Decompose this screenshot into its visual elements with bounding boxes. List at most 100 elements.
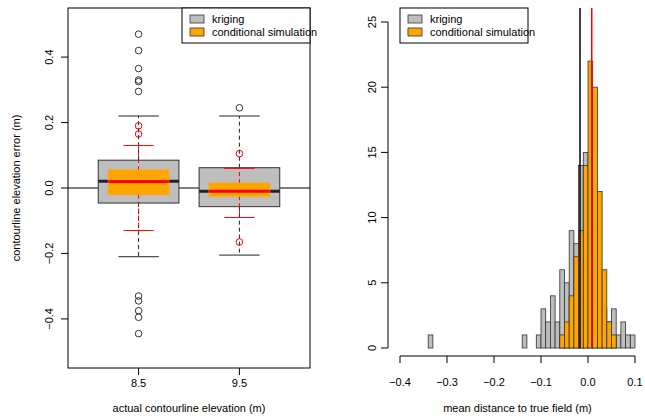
whisker	[138, 195, 139, 231]
bar	[456, 348, 461, 349]
bar	[452, 348, 457, 349]
bar	[485, 348, 490, 349]
y-tick	[381, 22, 388, 23]
mean-line	[591, 8, 593, 348]
y-tick	[381, 217, 388, 218]
bar	[503, 348, 508, 349]
bar	[546, 322, 551, 348]
bar	[414, 348, 419, 349]
bar	[414, 348, 419, 349]
bar	[522, 335, 527, 348]
bar	[489, 348, 494, 349]
y-tick	[61, 318, 68, 319]
bar	[626, 335, 631, 348]
bar	[574, 244, 579, 348]
y-tick-label: 10	[366, 211, 378, 223]
bar	[447, 348, 452, 349]
bar	[560, 270, 565, 348]
x-tick	[541, 356, 542, 363]
whisker-cap	[224, 217, 254, 218]
bar	[536, 348, 541, 349]
bar	[612, 335, 617, 348]
bar	[569, 231, 574, 348]
bar	[555, 348, 560, 349]
box	[199, 168, 280, 207]
y-tick-label: 25	[366, 16, 378, 28]
x-tick	[494, 356, 495, 363]
bar	[447, 348, 452, 349]
bar	[475, 348, 480, 349]
bar	[428, 348, 433, 349]
whisker-cap	[123, 145, 153, 146]
bar	[485, 348, 490, 349]
legend-swatch	[190, 28, 204, 36]
y-tick	[61, 122, 68, 123]
bar	[560, 335, 565, 348]
bar	[480, 348, 485, 349]
bar	[597, 192, 602, 348]
outlier	[135, 330, 142, 337]
bar	[612, 309, 617, 348]
bar	[550, 296, 555, 348]
bar	[466, 348, 471, 349]
plot-frame	[68, 8, 310, 368]
bar	[621, 322, 626, 348]
outlier	[135, 131, 142, 138]
y-axis-label: contourline elevation error (m)	[10, 115, 22, 262]
bar	[630, 335, 635, 348]
box	[209, 183, 270, 196]
outlier	[135, 47, 142, 54]
bar	[518, 348, 523, 349]
bar	[513, 348, 518, 349]
outlier	[135, 307, 142, 314]
x-tick-label: −0.1	[530, 376, 552, 388]
bar	[409, 348, 414, 349]
bar	[405, 348, 410, 349]
bar	[424, 348, 429, 349]
bar	[541, 309, 546, 348]
y-tick-label: 0	[366, 345, 378, 351]
figure: −0.4−0.20.00.20.48.59.5actual contourlin…	[0, 0, 645, 416]
y-tick-label: 20	[366, 81, 378, 93]
bar	[565, 322, 570, 348]
bar	[461, 348, 466, 349]
y-tick	[381, 87, 388, 88]
mean-line	[579, 8, 581, 348]
bar	[503, 348, 508, 349]
legend-swatch	[408, 15, 422, 23]
x-tick-label: −0.3	[436, 376, 458, 388]
bar	[452, 348, 457, 349]
bar	[508, 348, 513, 349]
x-tick	[239, 368, 240, 375]
bar	[607, 322, 612, 348]
outlier	[135, 65, 142, 72]
outlier	[135, 88, 142, 95]
bar	[569, 296, 574, 348]
legend-label: kriging	[430, 13, 462, 25]
bar	[616, 348, 621, 349]
bar	[607, 322, 612, 348]
bar	[442, 348, 447, 349]
whisker	[239, 196, 240, 217]
outlier	[236, 239, 243, 246]
outlier	[135, 314, 142, 321]
x-tick	[447, 356, 448, 363]
bar	[466, 348, 471, 349]
y-tick-label: −0.2	[43, 243, 55, 265]
bar	[555, 322, 560, 348]
bar	[518, 348, 523, 349]
bar	[621, 348, 626, 349]
bar	[438, 348, 443, 349]
y-tick-label: −0.4	[43, 308, 55, 330]
x-tick	[635, 356, 636, 363]
bar	[527, 348, 532, 349]
bar	[583, 152, 588, 348]
bar	[602, 270, 607, 348]
bar	[461, 348, 466, 349]
bar	[583, 165, 588, 348]
box-chart: −0.4−0.20.00.20.48.59.5actual contourlin…	[10, 8, 317, 414]
plot-area	[428, 61, 635, 348]
bar	[428, 335, 433, 348]
x-tick-label: −0.2	[483, 376, 505, 388]
legend-label: kriging	[212, 13, 244, 25]
